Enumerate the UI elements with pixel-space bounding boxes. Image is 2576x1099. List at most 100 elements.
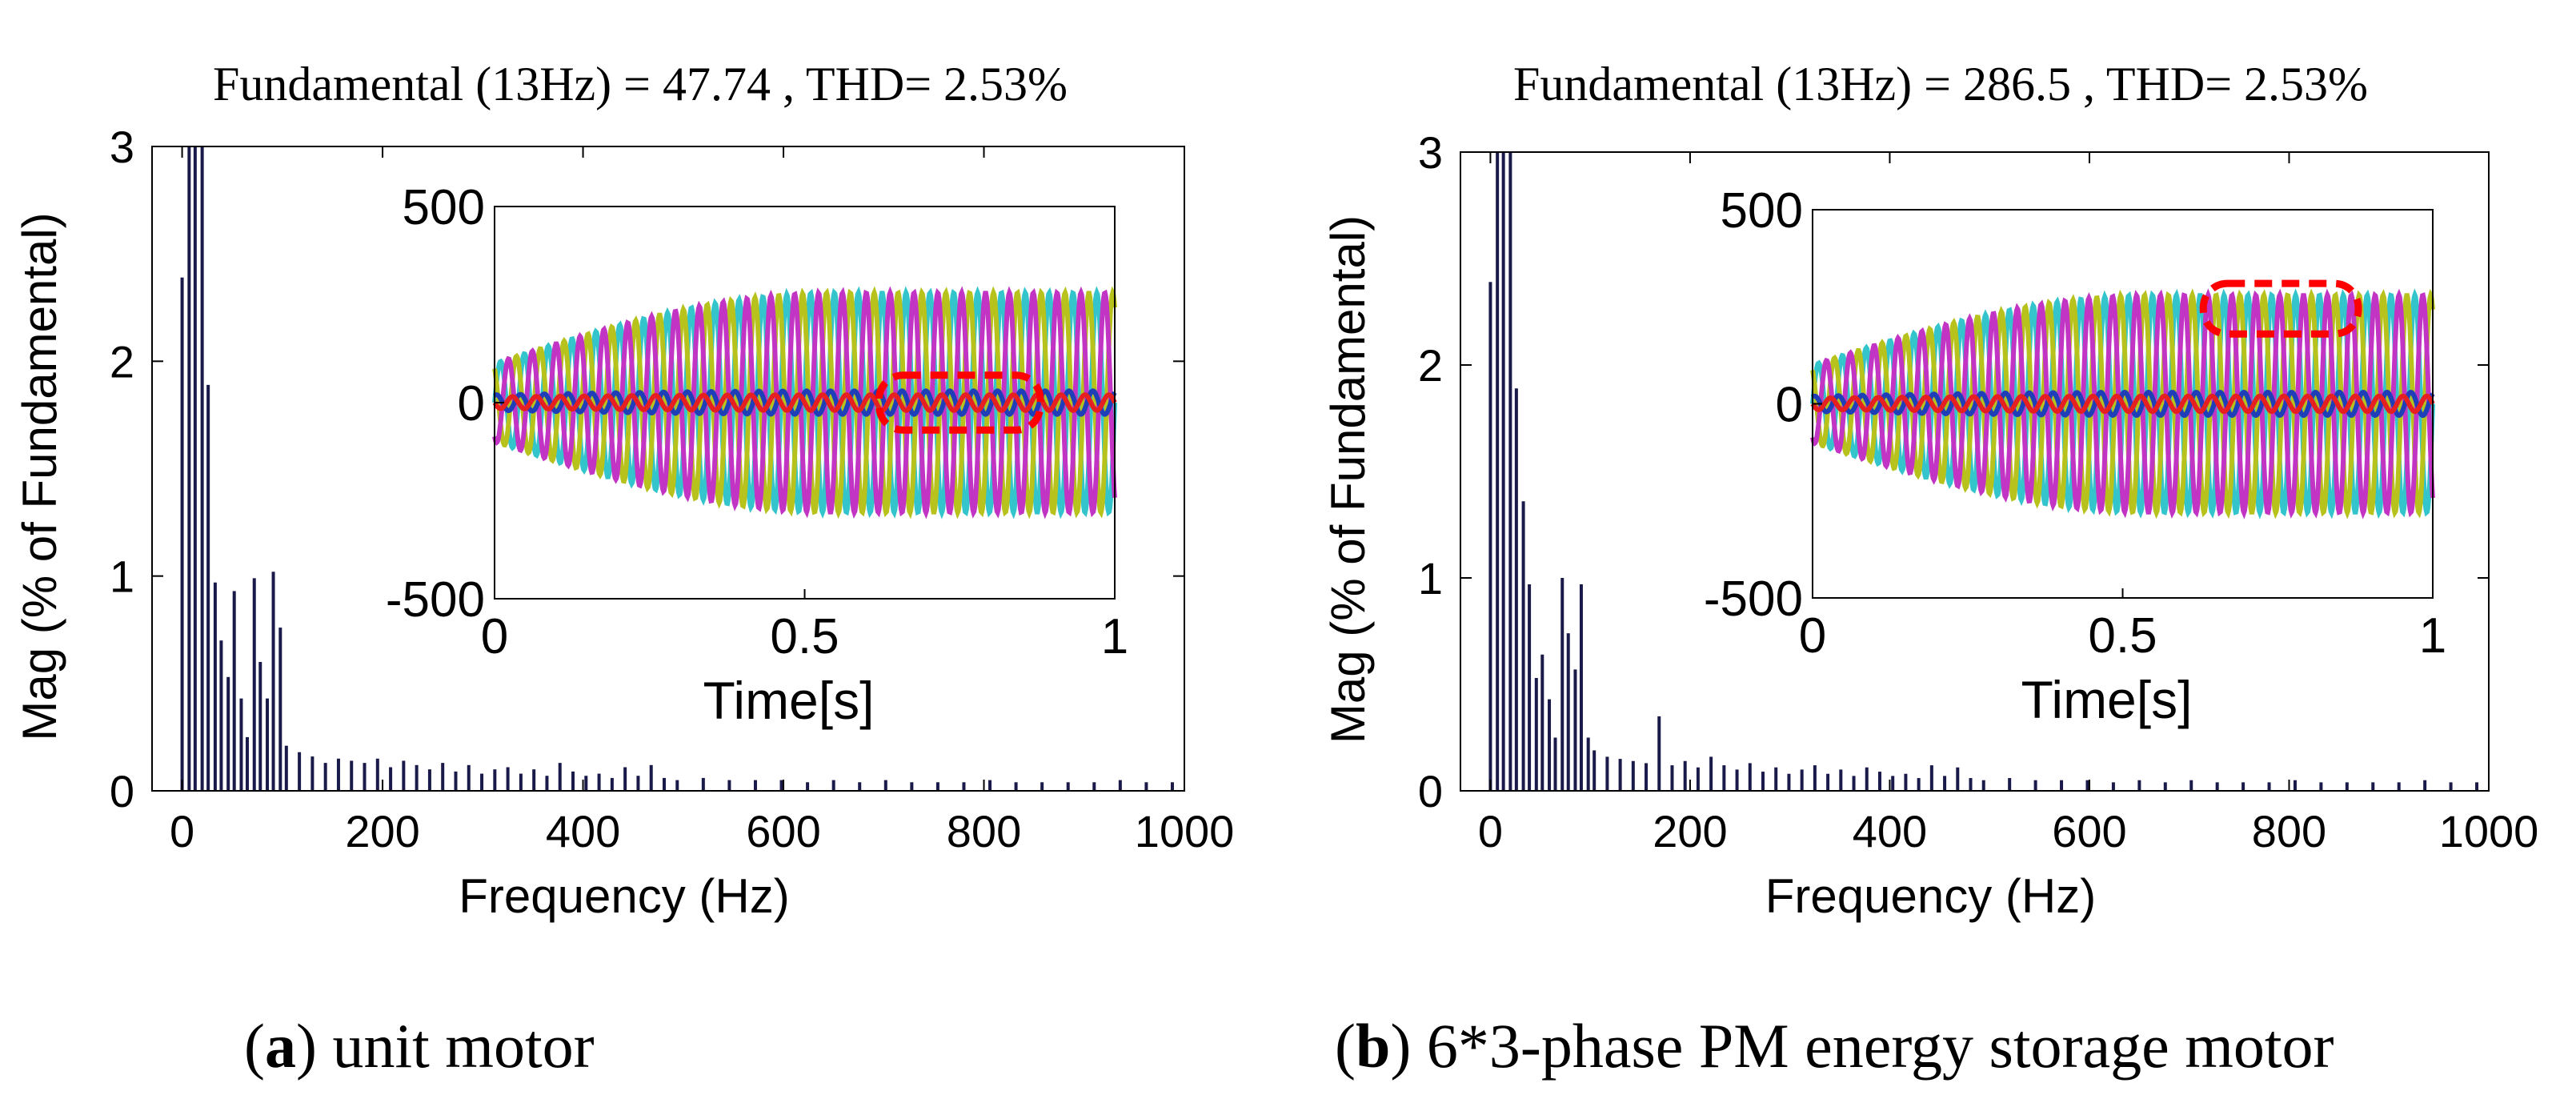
y-tick-label: 1	[1418, 553, 1443, 604]
spectrum-bar	[2423, 780, 2427, 791]
spectrum-bar	[239, 698, 243, 791]
y-tick-label: 0	[110, 766, 134, 816]
spectrum-bar	[584, 776, 588, 791]
inset-y-tick-label: 500	[403, 180, 485, 235]
caption-text: unit motor	[332, 1011, 595, 1081]
spectrum-bar	[1496, 152, 1500, 791]
plot-frame	[151, 146, 1185, 792]
chart-title: Fundamental (13Hz) = 47.74 , THD= 2.53%	[213, 58, 1068, 110]
spectrum-bar	[1657, 716, 1661, 791]
spectrum-bar	[910, 782, 914, 791]
spectrum-bar	[2241, 782, 2245, 791]
waveform-series	[492, 392, 1117, 413]
spectrum-bar	[2033, 780, 2037, 791]
spectrum-bar	[1540, 654, 1544, 791]
y-tick-label: 2	[110, 336, 134, 387]
spectrum-bar	[1696, 767, 1700, 791]
spectrum-bar	[252, 578, 256, 791]
spectrum-bar	[1891, 776, 1895, 791]
x-tick-label: 800	[947, 806, 1021, 856]
caption-letter: a	[264, 1011, 296, 1081]
spectrum-bar	[2397, 782, 2401, 791]
caption-a: (a) unit motor	[244, 1010, 595, 1082]
spectrum-bar	[806, 782, 810, 791]
spectrum-bar	[1553, 737, 1557, 791]
spectrum-bar	[1040, 782, 1044, 791]
x-axis-label: Frequency (Hz)	[459, 869, 789, 923]
y-tick-label: 2	[1418, 340, 1443, 391]
spectrum-bar	[375, 758, 379, 791]
x-tick-label: 200	[345, 806, 419, 856]
spectrum-bar	[226, 676, 230, 791]
inset-y-tick-label: 500	[1721, 183, 1803, 239]
spectrum-bar	[1514, 388, 1518, 791]
spectrum-bar	[2449, 782, 2453, 791]
spectrum-bar	[1573, 669, 1577, 791]
inset-x-axis-label: Time[s]	[2021, 670, 2193, 729]
inset-x-tick-label: 0.5	[770, 609, 839, 664]
spectrum-bar	[493, 769, 497, 791]
spectrum-bar	[1144, 782, 1148, 791]
plot-frame	[1460, 151, 2490, 792]
spectrum-bar	[1709, 756, 1713, 791]
spectrum-bar	[219, 640, 223, 791]
spectrum-bar	[1969, 778, 1973, 791]
spectrum-bar	[675, 780, 679, 791]
inset-x-axis-label: Time[s]	[703, 671, 875, 730]
spectrum-bar	[1605, 756, 1609, 791]
spectrum-bar	[363, 763, 367, 791]
spectrum-bar	[779, 780, 783, 791]
inset-y-tick-label: 0	[458, 376, 485, 431]
spectrum-bar	[1501, 152, 1505, 791]
spectrum-bar	[1560, 578, 1564, 791]
spectrum-bar	[636, 776, 640, 791]
spectrum-bar	[2345, 782, 2349, 791]
spectrum-bar	[298, 752, 302, 791]
spectrum-bar	[2267, 782, 2271, 791]
y-axis-label: Mag (% of Fundamental)	[13, 212, 66, 740]
inset-x-tick-label: 1	[2419, 608, 2446, 664]
spectrum-bar	[415, 764, 419, 791]
spectrum-bar	[858, 782, 862, 791]
x-tick-label: 1000	[1135, 806, 1235, 856]
spectrum-bar	[558, 763, 562, 791]
spectrum-bar	[701, 777, 705, 791]
spectrum-bar	[1521, 501, 1525, 791]
spectrum-bar	[245, 736, 249, 791]
y-tick-label: 0	[1418, 766, 1443, 816]
highlight-region	[2199, 279, 2362, 338]
caption-text: 6*3-phase PM energy storage motor	[1426, 1011, 2334, 1081]
x-tick-label: 400	[546, 806, 620, 856]
spectrum-bar	[1488, 282, 1492, 791]
y-axis-label: Mag (% of Fundamental)	[1321, 215, 1375, 744]
spectrum-bar	[545, 776, 549, 791]
spectrum-bar	[2319, 782, 2323, 791]
spectrum-bar	[1566, 633, 1570, 791]
inset-y-tick-label: 0	[1776, 378, 1803, 433]
caption-open: (	[1335, 1011, 1356, 1081]
spectrum-bar	[727, 780, 731, 791]
spectrum-bar	[1548, 699, 1552, 791]
spectrum-bar	[1683, 760, 1687, 791]
spectrum-bar	[2475, 782, 2479, 791]
spectrum-bar	[1865, 767, 1869, 791]
spectrum-bar	[2371, 782, 2375, 791]
spectrum-bar	[193, 146, 197, 791]
inset-x-tick-label: 0	[1799, 608, 1826, 664]
spectrum-bar	[2060, 780, 2064, 791]
spectrum-bar	[1761, 772, 1765, 791]
x-tick-label: 1000	[2439, 806, 2539, 856]
caption-close: )	[1390, 1011, 1412, 1081]
spectrum-bar	[258, 662, 262, 791]
spectrum-bar	[389, 767, 393, 791]
spectrum-bar	[2137, 780, 2141, 791]
spectrum-bar	[1014, 782, 1018, 791]
spectrum-bar	[1877, 772, 1881, 791]
waveform-series	[1810, 288, 2435, 519]
spectrum-bar	[2085, 780, 2089, 791]
spectrum-bar	[1904, 773, 1908, 791]
spectrum-bar	[1943, 776, 1947, 791]
spectrum-bar	[1586, 737, 1590, 791]
spectrum-bar	[336, 758, 340, 791]
